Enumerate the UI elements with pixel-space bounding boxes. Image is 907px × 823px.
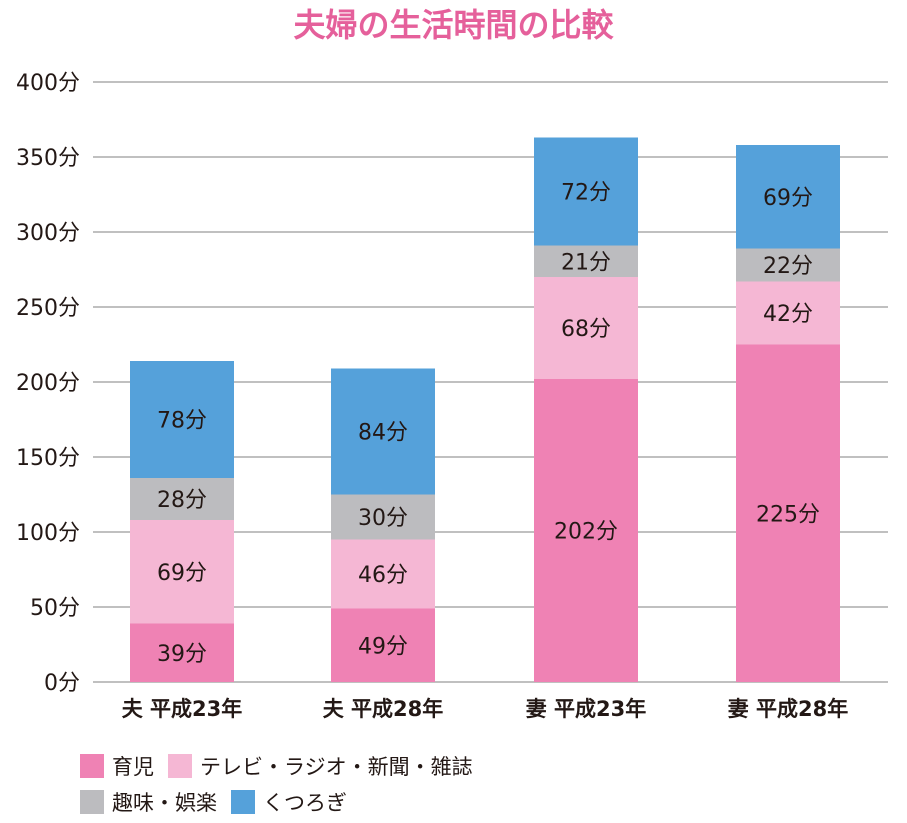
- y-tick-label: 200分: [16, 371, 80, 396]
- data-label: 69分: [157, 561, 207, 586]
- bar-segment: [534, 277, 638, 379]
- data-label: 72分: [561, 181, 611, 206]
- legend-item-hobby: 趣味・娯楽: [80, 787, 217, 817]
- y-tick-label: 300分: [16, 221, 80, 246]
- data-label: 46分: [358, 563, 408, 588]
- x-tick-label: 夫 平成28年: [323, 697, 444, 721]
- bar-segment: [130, 623, 234, 682]
- data-label: 225分: [756, 502, 820, 527]
- bar-segment: [331, 539, 435, 609]
- legend-swatch-media: [168, 754, 192, 778]
- y-tick-label: 50分: [30, 596, 80, 621]
- x-tick-label: 妻 平成28年: [728, 697, 849, 721]
- legend-swatch-childcare: [80, 754, 104, 778]
- y-tick-label: 400分: [16, 71, 80, 96]
- data-label: 30分: [358, 506, 408, 531]
- bar-segment: [534, 137, 638, 246]
- bar-segment: [331, 608, 435, 682]
- y-tick-label: 100分: [16, 521, 80, 546]
- legend-swatch-hobby: [80, 790, 104, 814]
- data-label: 28分: [157, 488, 207, 513]
- data-label: 69分: [763, 186, 813, 211]
- bar-segment: [331, 368, 435, 495]
- bar-segment: [534, 379, 638, 682]
- chart-title: 夫婦の生活時間の比較: [293, 6, 614, 44]
- legend-item-relax: くつろぎ: [231, 787, 347, 817]
- legend-label-media: テレビ・ラジオ・新聞・雑誌: [200, 755, 473, 779]
- bar-segment: [130, 520, 234, 624]
- data-label: 84分: [358, 421, 408, 446]
- legend-label-childcare: 育児: [112, 755, 154, 779]
- data-label: 68分: [561, 317, 611, 342]
- bar-segment: [130, 478, 234, 520]
- data-label: 49分: [358, 634, 408, 659]
- data-label: 39分: [157, 642, 207, 667]
- bar-segment: [130, 361, 234, 478]
- y-tick-label: 350分: [16, 146, 80, 171]
- x-tick-label: 夫 平成23年: [122, 697, 243, 721]
- bar-segment: [331, 494, 435, 540]
- x-tick-label: 妻 平成23年: [526, 697, 647, 721]
- legend-item-childcare: 育児: [80, 751, 154, 781]
- y-tick-label: 250分: [16, 296, 80, 321]
- data-label: 22分: [763, 254, 813, 279]
- bar-segment: [534, 245, 638, 277]
- legend-label-hobby: 趣味・娯楽: [112, 791, 217, 815]
- data-label: 21分: [561, 250, 611, 275]
- bar-segment: [736, 344, 840, 682]
- data-label: 78分: [157, 409, 207, 434]
- bar-segment: [736, 248, 840, 282]
- y-tick-label: 0分: [44, 671, 80, 696]
- legend: 育児 テレビ・ラジオ・新聞・雑誌 趣味・娯楽 くつろぎ: [80, 748, 487, 820]
- y-tick-label: 150分: [16, 446, 80, 471]
- legend-swatch-relax: [231, 790, 255, 814]
- data-label: 202分: [554, 520, 618, 545]
- legend-row-1: 育児 テレビ・ラジオ・新聞・雑誌: [80, 748, 487, 784]
- bar-segment: [736, 281, 840, 345]
- legend-label-relax: くつろぎ: [263, 791, 347, 815]
- legend-item-media: テレビ・ラジオ・新聞・雑誌: [168, 751, 473, 781]
- legend-row-2: 趣味・娯楽 くつろぎ: [80, 784, 487, 820]
- data-label: 42分: [763, 302, 813, 327]
- bar-segment: [736, 145, 840, 249]
